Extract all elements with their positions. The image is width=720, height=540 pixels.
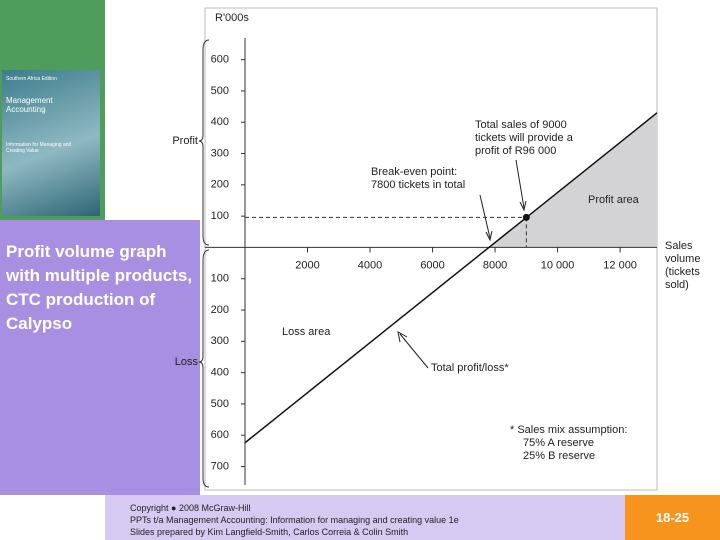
ppt-credit: PPTs t/a Management Accounting: Informat… bbox=[130, 515, 459, 525]
loss-label: Loss bbox=[175, 356, 199, 368]
arrow-head bbox=[519, 200, 527, 212]
arrow-head bbox=[397, 331, 408, 343]
y-tick-label: 400 bbox=[211, 116, 229, 128]
copyright: Copyright ● 2008 McGraw-Hill bbox=[130, 503, 251, 513]
y-tick-label: 700 bbox=[211, 460, 229, 472]
arrow-head bbox=[485, 230, 493, 242]
y-tick-label: 400 bbox=[211, 367, 229, 379]
annotation: 75% A reserve bbox=[523, 437, 594, 449]
highlight-point bbox=[522, 213, 530, 221]
y-axis-label: R'000s bbox=[215, 12, 249, 24]
x-tick-label: 2000 bbox=[295, 259, 319, 271]
y-tick-label: 500 bbox=[211, 85, 229, 97]
book-cover: Southern Africa Edition Management Accou… bbox=[2, 70, 100, 216]
annotation: Profit area bbox=[588, 194, 639, 206]
x-tick-label: 12 000 bbox=[603, 259, 637, 271]
y-tick-label: 300 bbox=[211, 335, 229, 347]
y-tick-label: 200 bbox=[211, 304, 229, 316]
footer: Copyright ● 2008 McGraw-Hill PPTs t/a Ma… bbox=[130, 502, 459, 538]
annotation: Loss area bbox=[282, 326, 331, 338]
annotation: Total profit/loss* bbox=[431, 362, 509, 374]
slide-credits: Slides prepared by Kim Langfield-Smith, … bbox=[130, 527, 409, 537]
annotation: Total sales of 9000 tickets will provide… bbox=[475, 119, 573, 157]
arrow bbox=[399, 333, 429, 369]
plot: 2000 4000 6000 8000 10 000 12 000 600 500 400 300… bbox=[205, 38, 658, 485]
x-tick-label: 8000 bbox=[483, 259, 507, 271]
profit-line bbox=[244, 112, 658, 444]
annotation: * Sales mix assumption: bbox=[510, 424, 628, 436]
footer-bar bbox=[105, 495, 625, 540]
y-tick-label: 200 bbox=[211, 179, 229, 191]
loss-bracket bbox=[198, 249, 210, 488]
y-tick-label: 600 bbox=[211, 54, 229, 66]
page-number: 18-25 bbox=[625, 495, 720, 540]
annotation: Break-even point: 7800 tickets in total bbox=[371, 166, 466, 191]
profit-bracket bbox=[198, 39, 210, 246]
arrow bbox=[479, 194, 491, 239]
x-axis-label: Sales volume (tickets sold) bbox=[665, 240, 701, 291]
purple-panel bbox=[0, 220, 200, 495]
cover-edition: Southern Africa Edition bbox=[6, 76, 57, 82]
cover-title: Management Accounting bbox=[6, 96, 53, 114]
annotation: 25% B reserve bbox=[523, 450, 596, 462]
profit-label: Profit bbox=[172, 135, 198, 147]
arrow bbox=[515, 159, 525, 209]
x-tick-label: 6000 bbox=[420, 259, 444, 271]
x-tick-label: 10 000 bbox=[541, 259, 575, 271]
slide-title: Profit volume graph with multiple produc… bbox=[6, 242, 193, 333]
cover-subtitle: Information for Managing and Creating Va… bbox=[6, 142, 72, 154]
y-tick-label: 300 bbox=[211, 147, 229, 159]
y-tick-label: 100 bbox=[211, 210, 229, 222]
y-tick-label: 500 bbox=[211, 398, 229, 410]
y-tick-label: 100 bbox=[211, 273, 229, 285]
y-tick-label: 600 bbox=[211, 429, 229, 441]
x-tick-label: 4000 bbox=[358, 259, 382, 271]
plot-frame bbox=[204, 7, 658, 491]
